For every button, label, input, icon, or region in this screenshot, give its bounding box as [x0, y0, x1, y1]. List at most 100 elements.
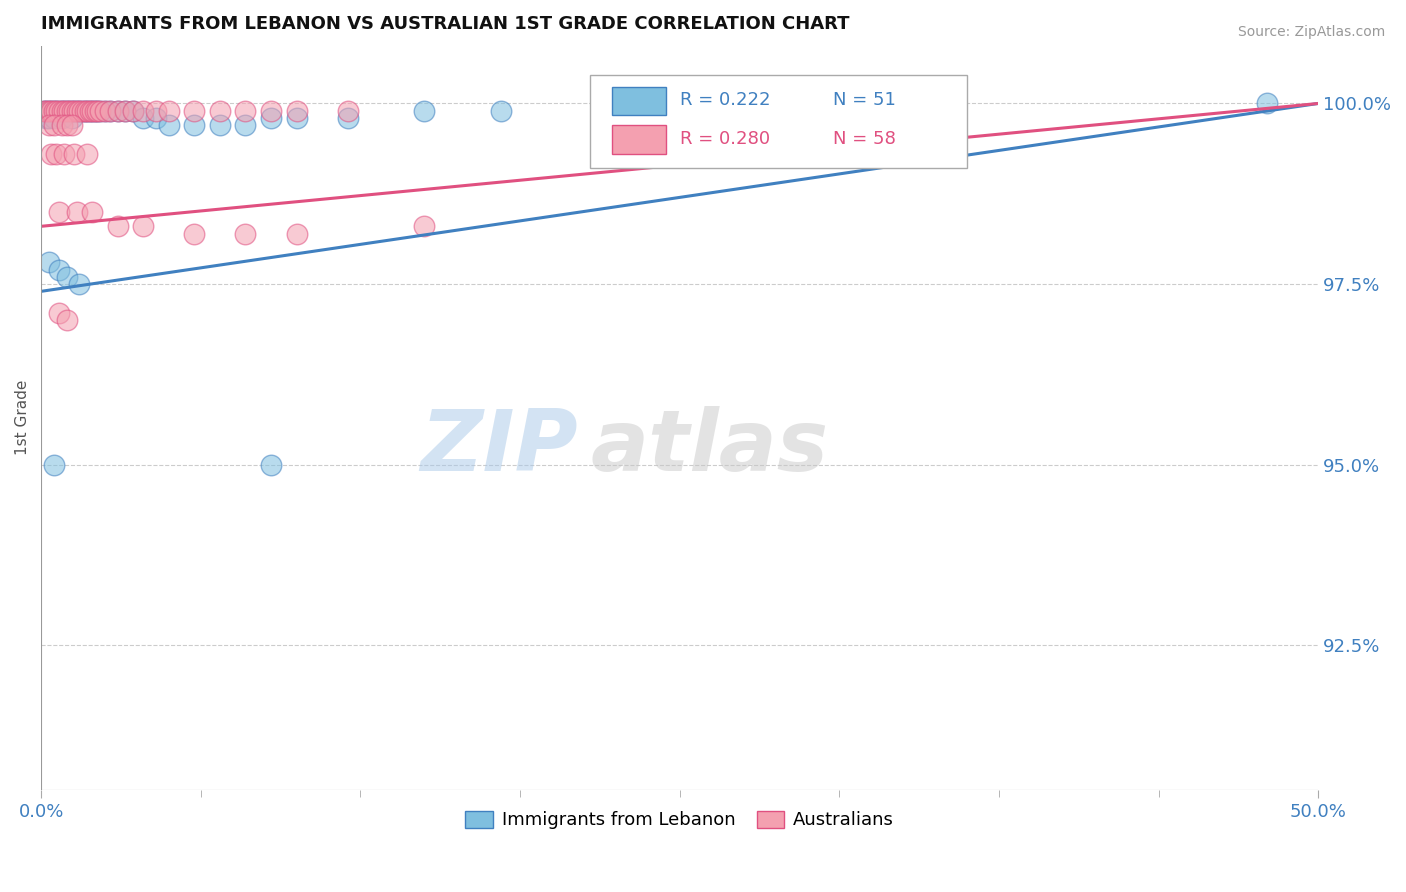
Point — [114, 103, 136, 118]
Text: R = 0.280: R = 0.280 — [679, 129, 769, 148]
Point — [41, 103, 63, 118]
Point — [55, 313, 77, 327]
Point — [48, 103, 70, 118]
Point — [260, 458, 283, 472]
Point — [41, 103, 63, 118]
Point — [89, 103, 111, 118]
Point — [60, 118, 83, 132]
Point — [38, 118, 60, 132]
Point — [114, 103, 136, 118]
Point — [41, 147, 63, 161]
Point — [285, 103, 308, 118]
Text: IMMIGRANTS FROM LEBANON VS AUSTRALIAN 1ST GRADE CORRELATION CHART: IMMIGRANTS FROM LEBANON VS AUSTRALIAN 1S… — [41, 15, 849, 33]
Point — [208, 118, 231, 132]
Point — [107, 103, 129, 118]
Point — [51, 111, 73, 125]
Point — [235, 103, 257, 118]
Point — [45, 147, 67, 161]
Point — [32, 103, 55, 118]
FancyBboxPatch shape — [612, 87, 665, 115]
Point — [285, 227, 308, 241]
Point — [413, 103, 436, 118]
Point — [53, 103, 76, 118]
Point — [82, 205, 104, 219]
Point — [48, 205, 70, 219]
Point — [98, 103, 121, 118]
Point — [55, 118, 77, 132]
Point — [132, 111, 155, 125]
Point — [107, 219, 129, 234]
Point — [183, 118, 205, 132]
Point — [35, 103, 58, 118]
Point — [66, 103, 89, 118]
Point — [66, 205, 89, 219]
Point — [86, 103, 108, 118]
Text: R = 0.222: R = 0.222 — [679, 91, 770, 109]
Point — [1256, 96, 1278, 111]
Point — [132, 219, 155, 234]
Point — [79, 103, 101, 118]
Point — [42, 111, 65, 125]
Point — [66, 103, 89, 118]
Y-axis label: 1st Grade: 1st Grade — [15, 380, 30, 456]
Point — [51, 103, 73, 118]
Point — [67, 277, 90, 292]
Point — [38, 103, 60, 118]
Point — [70, 103, 93, 118]
Point — [51, 118, 73, 132]
Point — [285, 111, 308, 125]
Point — [67, 103, 90, 118]
Point — [63, 103, 86, 118]
Point — [38, 103, 60, 118]
Point — [82, 103, 104, 118]
Point — [208, 103, 231, 118]
Point — [42, 103, 65, 118]
Point — [35, 111, 58, 125]
Point — [489, 103, 512, 118]
FancyBboxPatch shape — [591, 76, 967, 169]
Point — [83, 103, 105, 118]
Point — [94, 103, 117, 118]
Point — [98, 103, 121, 118]
Point — [60, 103, 83, 118]
Point — [38, 255, 60, 269]
Point — [79, 103, 101, 118]
Point — [260, 103, 283, 118]
Point — [55, 103, 77, 118]
Point — [45, 103, 67, 118]
Point — [260, 111, 283, 125]
Point — [94, 103, 117, 118]
Point — [82, 103, 104, 118]
Point — [157, 103, 180, 118]
Point — [63, 103, 86, 118]
Point — [35, 103, 58, 118]
Point — [336, 103, 359, 118]
Point — [73, 103, 96, 118]
Point — [76, 103, 98, 118]
Point — [63, 147, 86, 161]
FancyBboxPatch shape — [612, 125, 665, 153]
Point — [48, 262, 70, 277]
Point — [132, 103, 155, 118]
Point — [38, 111, 60, 125]
Point — [32, 103, 55, 118]
Point — [60, 103, 83, 118]
Point — [58, 103, 80, 118]
Text: N = 58: N = 58 — [832, 129, 896, 148]
Point — [235, 118, 257, 132]
Point — [73, 103, 96, 118]
Point — [157, 118, 180, 132]
Point — [48, 103, 70, 118]
Point — [55, 103, 77, 118]
Point — [86, 103, 108, 118]
Point — [42, 458, 65, 472]
Point — [107, 103, 129, 118]
Point — [145, 103, 167, 118]
Point — [42, 103, 65, 118]
Point — [76, 147, 98, 161]
Point — [145, 111, 167, 125]
Point — [413, 219, 436, 234]
Point — [183, 103, 205, 118]
Point — [55, 269, 77, 284]
Text: atlas: atlas — [591, 406, 828, 489]
